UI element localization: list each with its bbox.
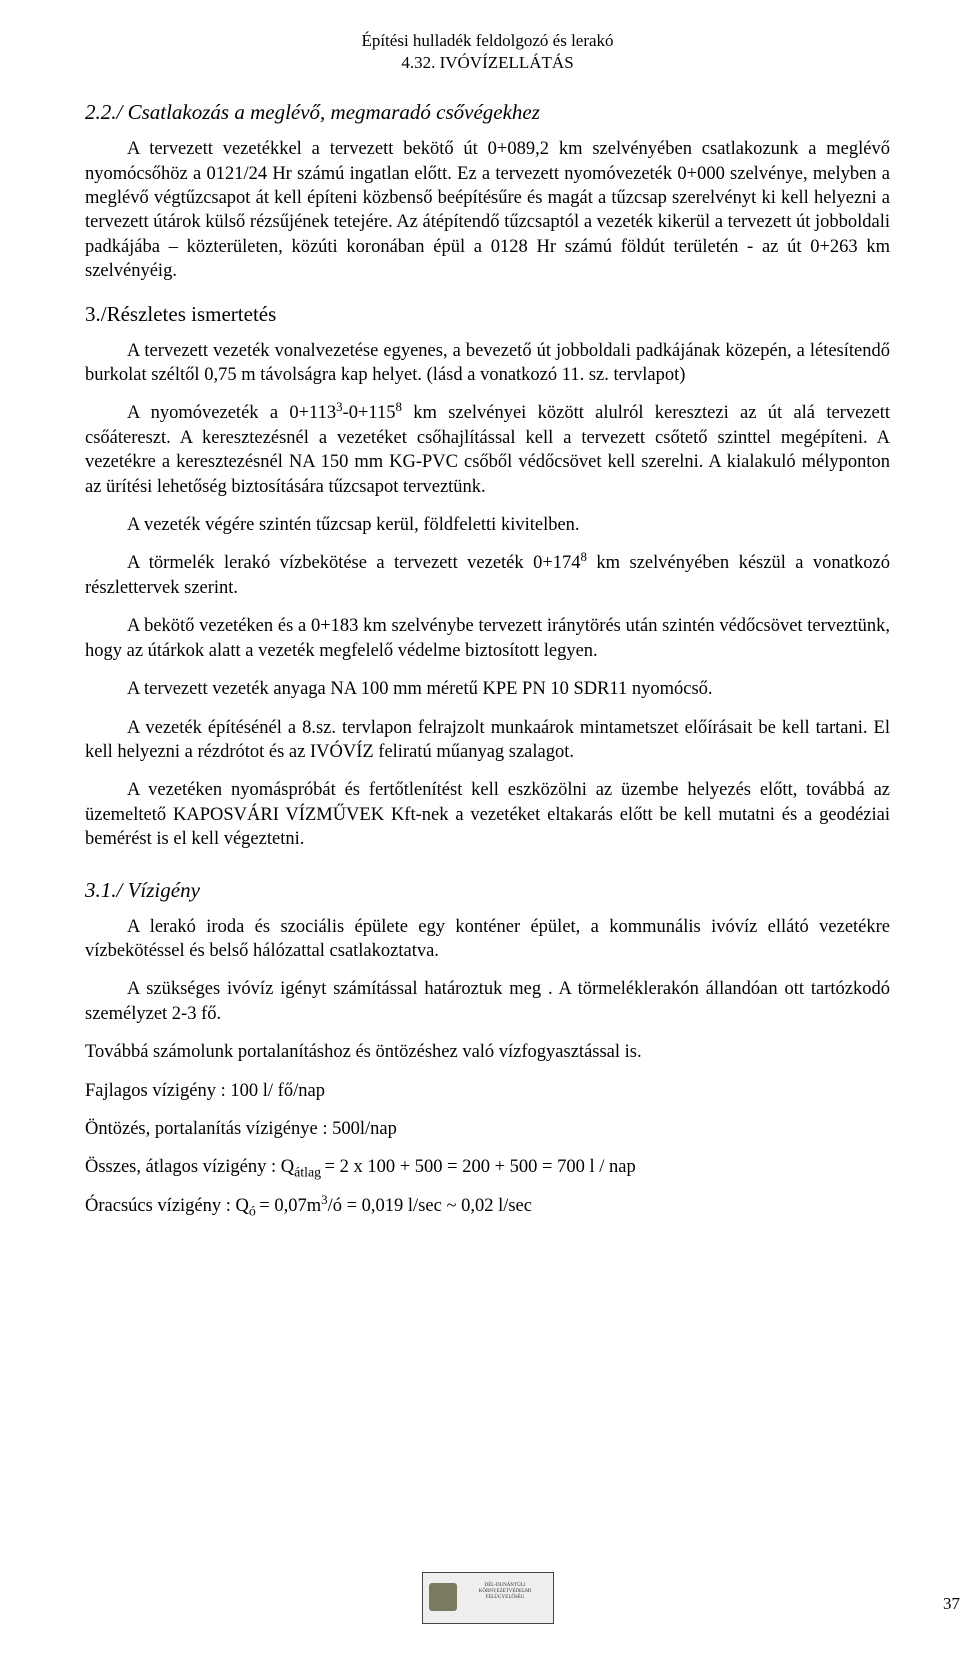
section-2-2-p1: A tervezett vezetékkel a tervezett beköt… bbox=[85, 137, 890, 283]
section-3-1-p2: A szükséges ivóvíz igényt számítással ha… bbox=[85, 977, 890, 1026]
section-3-1-p1: A lerakó iroda és szociális épülete egy … bbox=[85, 915, 890, 964]
section-3-1-p7: Óracsúcs vízigény : Qó = 0,07m3/ó = 0,01… bbox=[85, 1194, 890, 1218]
section-3-1-p3: Továbbá számolunk portalanításhoz és önt… bbox=[85, 1040, 890, 1064]
header-line-1: Építési hulladék feldolgozó és lerakó bbox=[85, 30, 890, 52]
section-3-1-p6: Összes, átlagos vízigény : Qátlag = 2 x … bbox=[85, 1155, 890, 1179]
section-3-p7: A vezeték építésénél a 8.sz. tervlapon f… bbox=[85, 716, 890, 765]
section-3-p2: A nyomóvezeték a 0+1133-0+1158 km szelvé… bbox=[85, 401, 890, 499]
section-3-p3: A vezeték végére szintén tűzcsap kerül, … bbox=[85, 513, 890, 537]
page-footer: DÉL-DUNÁNTÚLI KÖRNYEZETVÉDELMI FELÜGYELŐ… bbox=[0, 1572, 960, 1624]
section-3-1-p5: Öntözés, portalanítás vízigénye : 500l/n… bbox=[85, 1117, 890, 1141]
section-3-1-title: 3.1./ Vízigény bbox=[85, 878, 890, 903]
section-3-p1: A tervezett vezeték vonalvezetése egyene… bbox=[85, 339, 890, 388]
section-3-p6: A tervezett vezeték anyaga NA 100 mm mér… bbox=[85, 677, 890, 701]
document-page: Építési hulladék feldolgozó és lerakó 4.… bbox=[0, 0, 960, 1654]
section-3-p8: A vezetéken nyomáspróbát és fertőtleníté… bbox=[85, 778, 890, 851]
footer-logo-text: DÉL-DUNÁNTÚLI KÖRNYEZETVÉDELMI FELÜGYELŐ… bbox=[463, 1583, 548, 1601]
footer-logo: DÉL-DUNÁNTÚLI KÖRNYEZETVÉDELMI FELÜGYELŐ… bbox=[422, 1572, 554, 1624]
section-3-p5: A bekötő vezetéken és a 0+183 km szelvén… bbox=[85, 614, 890, 663]
page-number: 37 bbox=[943, 1594, 960, 1614]
section-2-2-title: 2.2./ Csatlakozás a meglévő, megmaradó c… bbox=[85, 100, 890, 125]
section-3-p4: A törmelék lerakó vízbekötése a tervezet… bbox=[85, 551, 890, 600]
section-3-title: 3./Részletes ismertetés bbox=[85, 302, 890, 327]
section-3-1-p4: Fajlagos vízigény : 100 l/ fő/nap bbox=[85, 1079, 890, 1103]
header-line-2: 4.32. IVÓVÍZELLÁTÁS bbox=[85, 52, 890, 74]
page-header: Építési hulladék feldolgozó és lerakó 4.… bbox=[85, 30, 890, 74]
